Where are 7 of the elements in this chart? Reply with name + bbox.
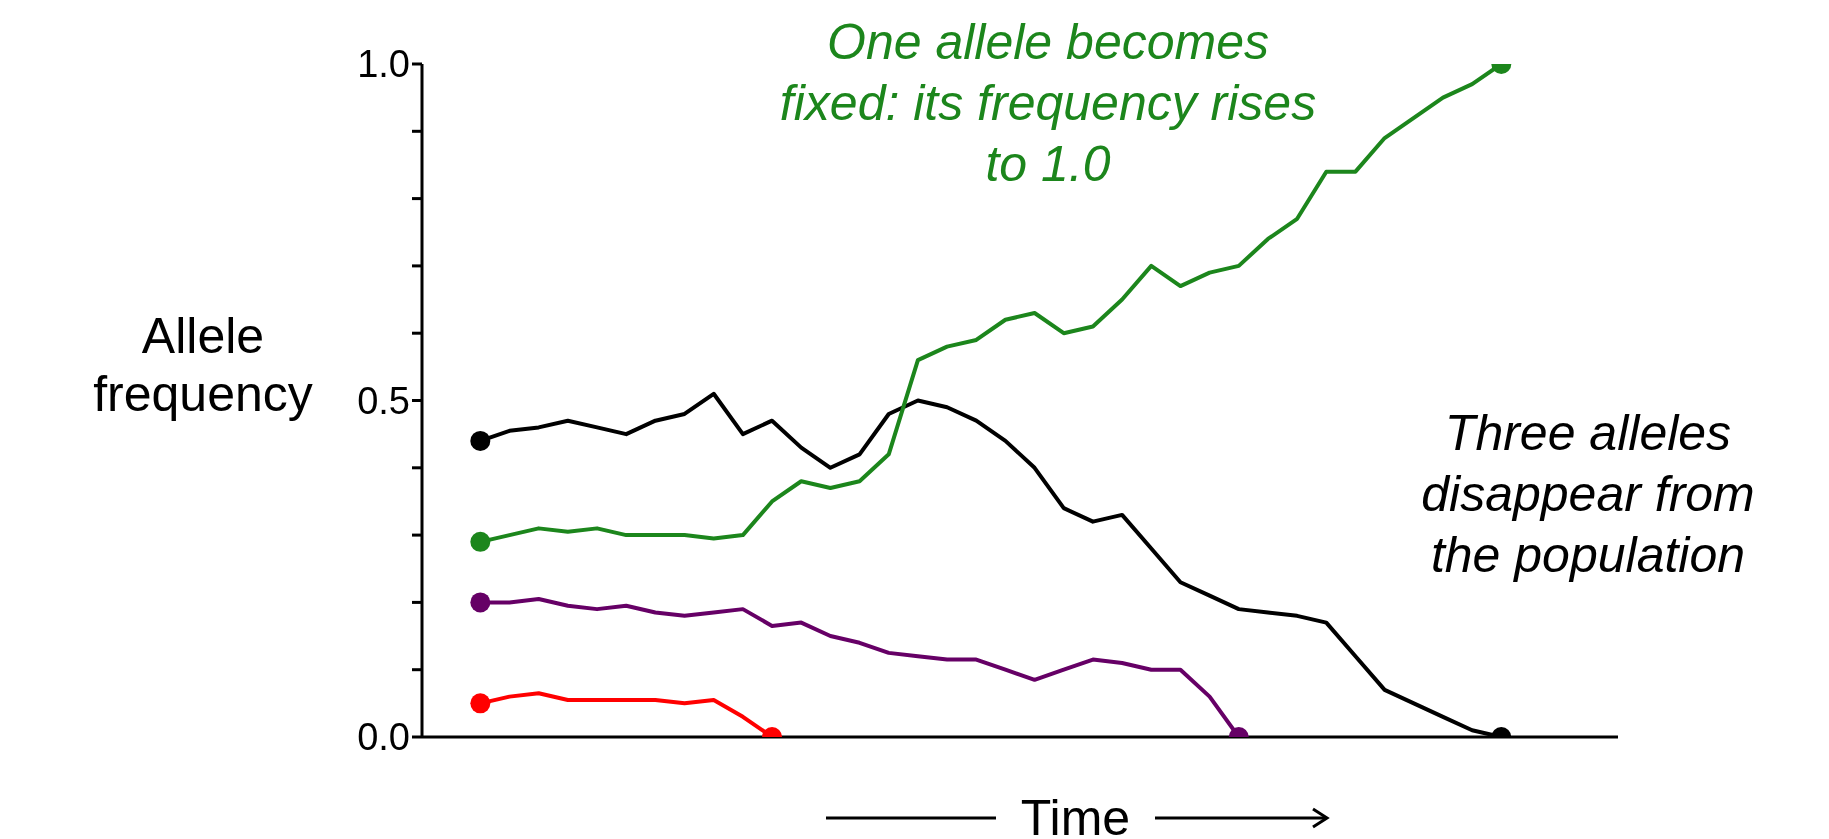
y-axis-title: Allele frequency (92, 308, 314, 423)
annotation: Three alleles disappear from the population (1420, 404, 1756, 585)
y-tick-label: 0.0 (357, 716, 410, 759)
y-tick-label: 0.5 (357, 379, 410, 422)
annotation: One allele becomes fixed: its frequency rises to 1.0 (778, 13, 1318, 194)
x-axis-title: Time (1020, 789, 1131, 839)
y-tick-label: 1.0 (357, 43, 410, 86)
